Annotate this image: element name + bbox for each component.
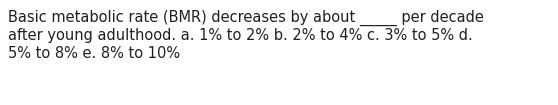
Text: after young adulthood. a. 1% to 2% b. 2% to 4% c. 3% to 5% d.: after young adulthood. a. 1% to 2% b. 2%… [8,28,473,43]
Text: Basic metabolic rate (BMR) decreases by about _____ per decade: Basic metabolic rate (BMR) decreases by … [8,10,484,26]
Text: 5% to 8% e. 8% to 10%: 5% to 8% e. 8% to 10% [8,46,180,61]
